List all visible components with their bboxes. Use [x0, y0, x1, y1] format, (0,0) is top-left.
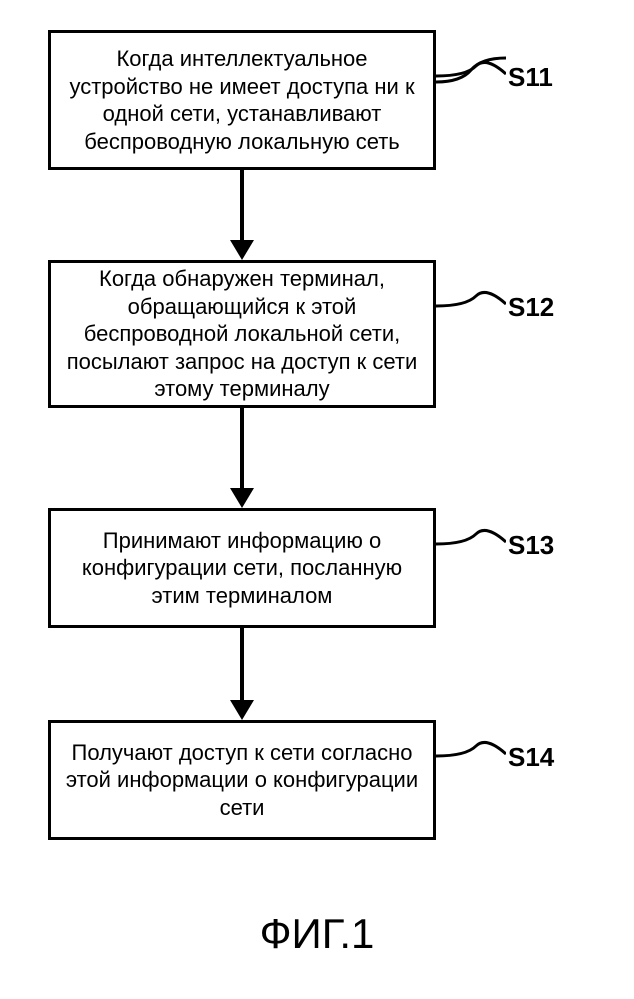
flow-step-s11: Когда интеллектуальное устройство не име… — [48, 30, 436, 170]
flow-step-s13: Принимают информацию о конфигурации сети… — [48, 508, 436, 628]
label-connector-s11 — [436, 50, 506, 90]
flow-step-s12-text: Когда обнаружен терминал, обращающийся к… — [61, 265, 423, 403]
label-connector-s12 — [436, 280, 506, 320]
flow-step-s12-label: S12 — [508, 292, 554, 323]
label-connector-s14 — [436, 730, 506, 770]
flow-step-s14: Получают доступ к сети согласно этой инф… — [48, 720, 436, 840]
flow-step-s11-text: Когда интеллектуальное устройство не име… — [61, 45, 423, 155]
arrow-s13-s14 — [222, 628, 262, 720]
flow-step-s14-label: S14 — [508, 742, 554, 773]
flow-step-s11-label: S11 — [508, 62, 553, 93]
flow-step-s12: Когда обнаружен терминал, обращающийся к… — [48, 260, 436, 408]
flow-step-s13-label: S13 — [508, 530, 554, 561]
arrow-s12-s13 — [222, 408, 262, 508]
flow-step-s13-text: Принимают информацию о конфигурации сети… — [61, 527, 423, 610]
label-connector-s13 — [436, 518, 506, 558]
figure-caption: ФИГ.1 — [0, 910, 634, 958]
arrow-s11-s12 — [222, 170, 262, 260]
flow-step-s14-text: Получают доступ к сети согласно этой инф… — [61, 739, 423, 822]
